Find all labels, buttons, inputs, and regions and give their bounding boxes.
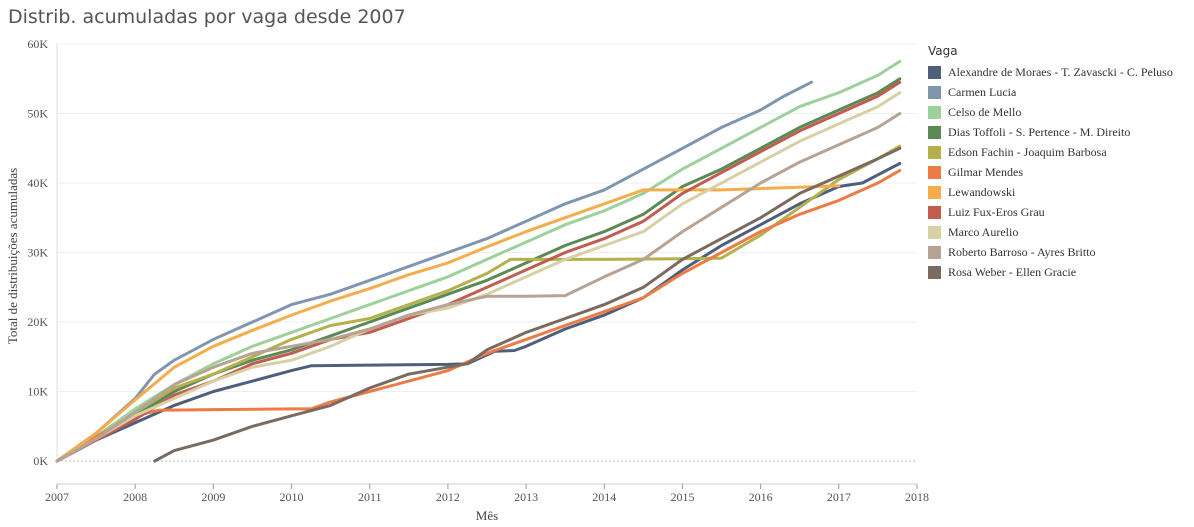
legend-label: Edson Fachin - Joaquim Barbosa <box>948 144 1107 159</box>
x-tick-label: 2015 <box>670 490 694 504</box>
legend-item[interactable]: Luiz Fux-Eros Grau <box>928 202 1173 222</box>
legend-label: Luiz Fux-Eros Grau <box>948 204 1045 219</box>
gridlines <box>56 43 917 485</box>
legend-swatch <box>928 65 941 79</box>
x-tick-label: 2008 <box>123 490 147 504</box>
series-line <box>55 169 902 463</box>
series-line <box>55 80 813 463</box>
series-line <box>55 59 902 463</box>
legend-label: Marco Aurelio <box>948 224 1019 239</box>
y-tick-label: 20K <box>27 315 48 329</box>
chart-title: Distrib. acumuladas por vaga desde 2007 <box>8 6 406 28</box>
legend: Vaga Alexandre de Moraes - T. Zavascki -… <box>928 44 1173 282</box>
legend-item[interactable]: Gilmar Mendes <box>928 162 1173 182</box>
legend-label: Alexandre de Moraes - T. Zavascki - C. P… <box>948 64 1173 79</box>
x-tick-label: 2013 <box>514 490 538 504</box>
legend-label: Lewandowski <box>948 184 1016 199</box>
y-tick-label: 30K <box>27 246 48 260</box>
legend-item[interactable]: Celso de Mello <box>928 102 1173 122</box>
y-tick-label: 10K <box>27 385 48 399</box>
legend-title: Vaga <box>928 44 958 58</box>
series-line <box>55 162 902 463</box>
legend-swatch <box>928 205 941 219</box>
legend-swatch <box>928 105 941 119</box>
legend-swatch <box>928 245 941 259</box>
legend-swatch <box>928 85 941 99</box>
legend-item[interactable]: Dias Toffoli - S. Pertence - M. Direito <box>928 122 1173 142</box>
legend-label: Carmen Lucia <box>948 84 1017 99</box>
series-line <box>55 112 902 463</box>
legend-label: Roberto Barroso - Ayres Britto <box>948 244 1096 259</box>
x-axis-ticks: 2007 2008 2009 2010 2011 2012 2013 2014 2015 2016… <box>45 484 929 504</box>
series-lines <box>55 59 902 463</box>
legend-label: Celso de Mello <box>948 104 1022 119</box>
y-tick-label: 60K <box>27 37 48 51</box>
legend-swatch <box>928 125 941 139</box>
series-line <box>55 184 841 463</box>
legend-label: Dias Toffoli - S. Pertence - M. Direito <box>948 124 1131 139</box>
legend-item[interactable]: Roberto Barroso - Ayres Britto <box>928 242 1173 262</box>
legend-label: Gilmar Mendes <box>948 164 1023 179</box>
legend-swatch <box>928 265 941 279</box>
y-axis-label: Total de distribuições acumuladas <box>5 168 20 344</box>
legend-swatch <box>928 145 941 159</box>
x-tick-label: 2007 <box>45 490 69 504</box>
series-line <box>55 80 902 463</box>
y-axis-ticks: 0K 10K 20K 30K 40K 50K 60K <box>27 37 48 468</box>
legend-label: Rosa Weber - Ellen Gracie <box>948 264 1077 279</box>
legend-item[interactable]: Edson Fachin - Joaquim Barbosa <box>928 142 1173 162</box>
y-tick-label: 50K <box>27 107 48 121</box>
legend-item[interactable]: Carmen Lucia <box>928 82 1173 102</box>
legend-swatch <box>928 165 941 179</box>
legend-swatch <box>928 185 941 199</box>
x-tick-label: 2016 <box>749 490 773 504</box>
legend-item[interactable]: Lewandowski <box>928 182 1173 202</box>
x-axis-label: Mês <box>476 508 498 523</box>
series-line <box>153 146 902 463</box>
y-tick-label: 0K <box>33 454 48 468</box>
legend-item[interactable]: Alexandre de Moraes - T. Zavascki - C. P… <box>928 62 1173 82</box>
y-tick-label: 40K <box>27 176 48 190</box>
x-tick-label: 2018 <box>905 490 929 504</box>
legend-item[interactable]: Marco Aurelio <box>928 222 1173 242</box>
x-tick-label: 2012 <box>436 490 460 504</box>
legend-item[interactable]: Rosa Weber - Ellen Gracie <box>928 262 1173 282</box>
x-tick-label: 2011 <box>358 490 382 504</box>
x-tick-label: 2010 <box>280 490 304 504</box>
x-tick-label: 2009 <box>201 490 225 504</box>
x-tick-label: 2017 <box>827 490 851 504</box>
x-tick-label: 2014 <box>592 490 616 504</box>
legend-swatch <box>928 225 941 239</box>
series-line <box>55 91 902 463</box>
series-line <box>55 144 902 463</box>
